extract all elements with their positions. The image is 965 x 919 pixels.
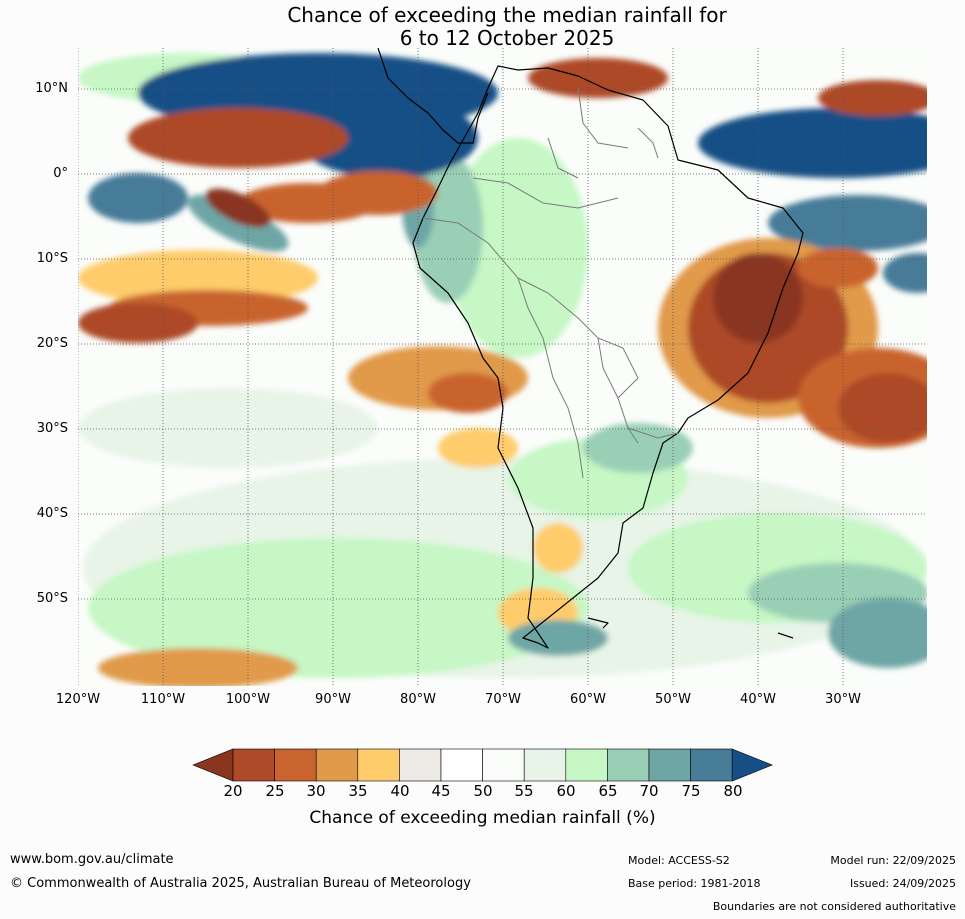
lon-label-50w: 50°W (655, 692, 691, 707)
lon-label-70w: 70°W (485, 692, 521, 707)
lat-label-50s: 50°S (36, 591, 68, 606)
lon-label-90w: 90°W (315, 692, 351, 707)
lon-label-100w: 100°W (225, 692, 271, 707)
colorbar-tick: 30 (306, 782, 326, 800)
colorbar (192, 748, 774, 782)
model-text: Model: ACCESS-S2 (628, 854, 730, 867)
colorbar-title: Chance of exceeding median rainfall (%) (309, 808, 656, 828)
colorbar-cell (648, 748, 691, 782)
colorbar-tick: 35 (348, 782, 368, 800)
lon-label-120w: 120°W (55, 692, 101, 707)
model-run-text: Model run: 22/09/2025 (830, 854, 956, 867)
colorbar-cell (399, 748, 442, 782)
base-period-text: Base period: 1981-2018 (628, 877, 761, 890)
lon-label-30w: 30°W (825, 692, 861, 707)
copyright-text: © Commonwealth of Australia 2025, Austra… (10, 876, 471, 891)
colorbar-tick: 50 (473, 782, 493, 800)
lat-label-30s: 30°S (36, 421, 68, 436)
lat-label-20s: 20°S (36, 336, 68, 351)
lat-label-10s: 10°S (36, 251, 68, 266)
colorbar-tick: 25 (265, 782, 285, 800)
country-borders (422, 87, 679, 479)
colorbar-tick: 65 (598, 782, 618, 800)
title-line-2: 6 to 12 October 2025 (399, 26, 615, 50)
colorbar-cell (607, 748, 650, 782)
colorbar-tick: 70 (639, 782, 659, 800)
colorbar-cell (440, 748, 483, 782)
colorbar-cell (523, 748, 567, 782)
colorbar-tick: 45 (431, 782, 451, 800)
colorbar-tick: 20 (223, 782, 243, 800)
colorbar-tick: 60 (556, 782, 576, 800)
coastlines (377, 48, 804, 649)
website-link[interactable]: www.bom.gov.au/climate (10, 852, 174, 867)
issued-text: Issued: 24/09/2025 (849, 877, 956, 890)
lon-label-40w: 40°W (740, 692, 776, 707)
lon-label-80w: 80°W (400, 692, 436, 707)
colorbar-cell (315, 748, 359, 782)
lon-label-60w: 60°W (570, 692, 606, 707)
colorbar-cell (565, 748, 608, 782)
lat-label-40s: 40°S (36, 506, 68, 521)
rainfall-map (78, 48, 927, 686)
colorbar-tick: 40 (390, 782, 410, 800)
colorbar-extend-high (731, 748, 774, 782)
title-line-1: Chance of exceeding the median rainfall … (287, 3, 727, 27)
colorbar-cell (482, 748, 525, 782)
colorbar-tick: 75 (681, 782, 701, 800)
map-title: Chance of exceeding the median rainfall … (0, 4, 965, 50)
disclaimer-text: Boundaries are not considered authoritat… (712, 900, 956, 913)
probability-fill (78, 53, 927, 686)
colorbar-tick: 55 (514, 782, 534, 800)
colorbar-cell (232, 748, 275, 782)
map-canvas (78, 48, 927, 686)
colorbar-cell (690, 748, 733, 782)
colorbar-tick: 80 (723, 782, 743, 800)
lon-label-110w: 110°W (140, 692, 186, 707)
lat-label-10n: 10°N (35, 81, 68, 96)
colorbar-cell (357, 748, 400, 782)
graticule (78, 48, 927, 686)
colorbar-cell (274, 748, 317, 782)
colorbar-extend-low (192, 748, 234, 782)
lat-label-0: 0° (53, 166, 68, 181)
